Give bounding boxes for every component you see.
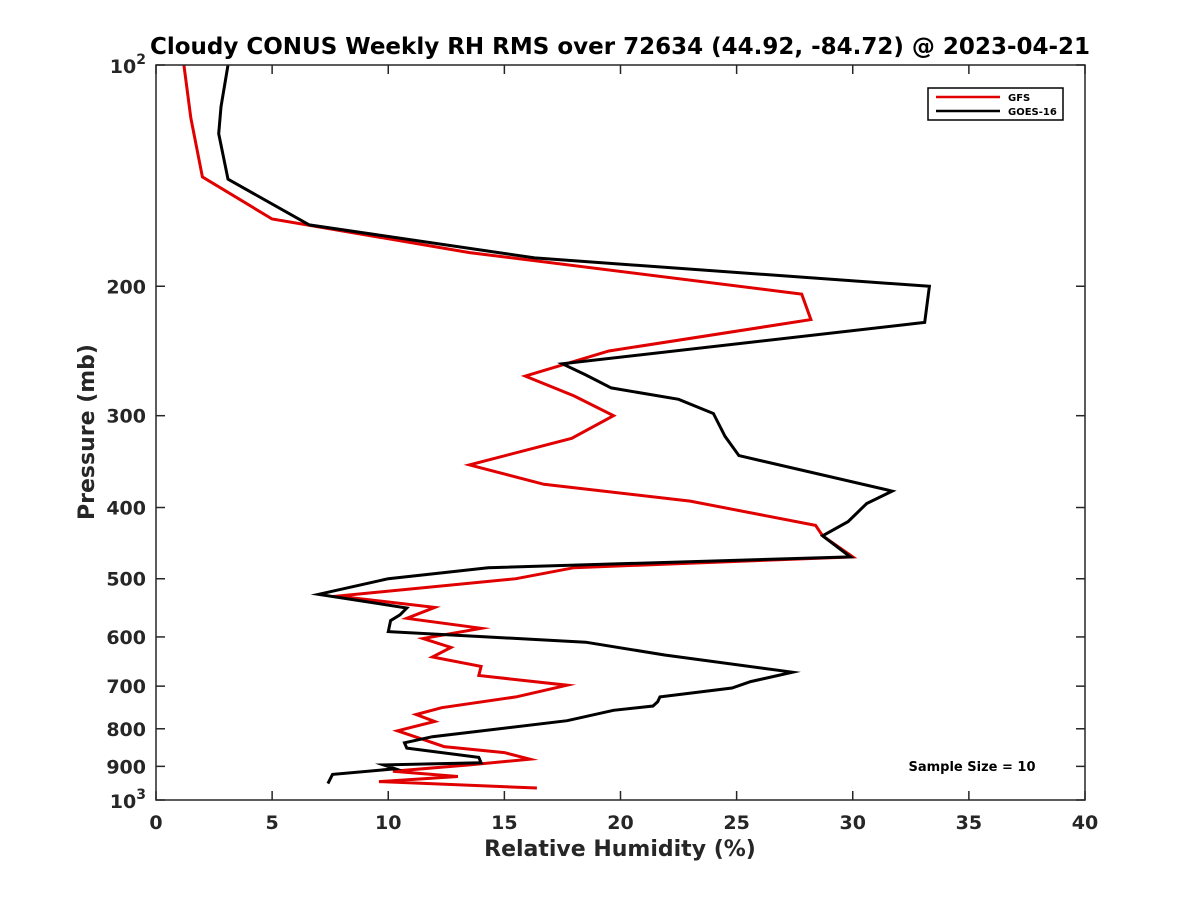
x-tick-label: 15 — [491, 812, 517, 834]
y-tick-label-power: 103 — [110, 787, 146, 813]
legend-box — [927, 87, 1064, 121]
x-axis: 0 5 10 15 20 25 30 35 40 — [149, 65, 1098, 834]
y-tick-label: 900 — [106, 756, 146, 778]
legend-entry-label: GFS — [1008, 93, 1030, 104]
y-axis-label: Pressure (mb) — [75, 344, 100, 520]
x-tick-label: 10 — [375, 812, 401, 834]
x-tick-label: 35 — [956, 812, 982, 834]
y-tick-label: 600 — [106, 627, 146, 649]
x-tick-label: 20 — [607, 812, 633, 834]
series-line-gfs — [182, 64, 858, 790]
chart-title: Cloudy CONUS Weekly RH RMS over 72634 (4… — [150, 34, 1090, 60]
x-tick-label: 0 — [149, 812, 162, 834]
legend-entry-label: GOES-16 — [1008, 107, 1057, 118]
y-axis: 102 200 300 400 500 600 700 800 900 103 — [106, 52, 1085, 813]
x-axis-label: Relative Humidity (%) — [484, 837, 756, 862]
x-tick-label: 30 — [840, 812, 866, 834]
y-tick-label: 700 — [106, 676, 146, 698]
x-tick-label: 5 — [266, 812, 279, 834]
y-tick-label: 500 — [106, 569, 146, 591]
y-tick-label: 800 — [106, 719, 146, 741]
sample-size-annotation: Sample Size = 10 — [908, 760, 1035, 775]
plot-area-frame — [155, 64, 1086, 801]
x-tick-label: 40 — [1072, 812, 1098, 834]
series-line-goes-16 — [217, 64, 932, 785]
x-tick-label: 25 — [723, 812, 749, 834]
y-tick-label: 200 — [106, 276, 146, 298]
y-tick-label-power: 102 — [110, 52, 146, 78]
y-tick-label: 400 — [106, 498, 146, 520]
y-tick-label: 300 — [106, 406, 146, 428]
legend: GFS GOES-16 — [927, 87, 1064, 121]
series-layer — [182, 64, 932, 790]
